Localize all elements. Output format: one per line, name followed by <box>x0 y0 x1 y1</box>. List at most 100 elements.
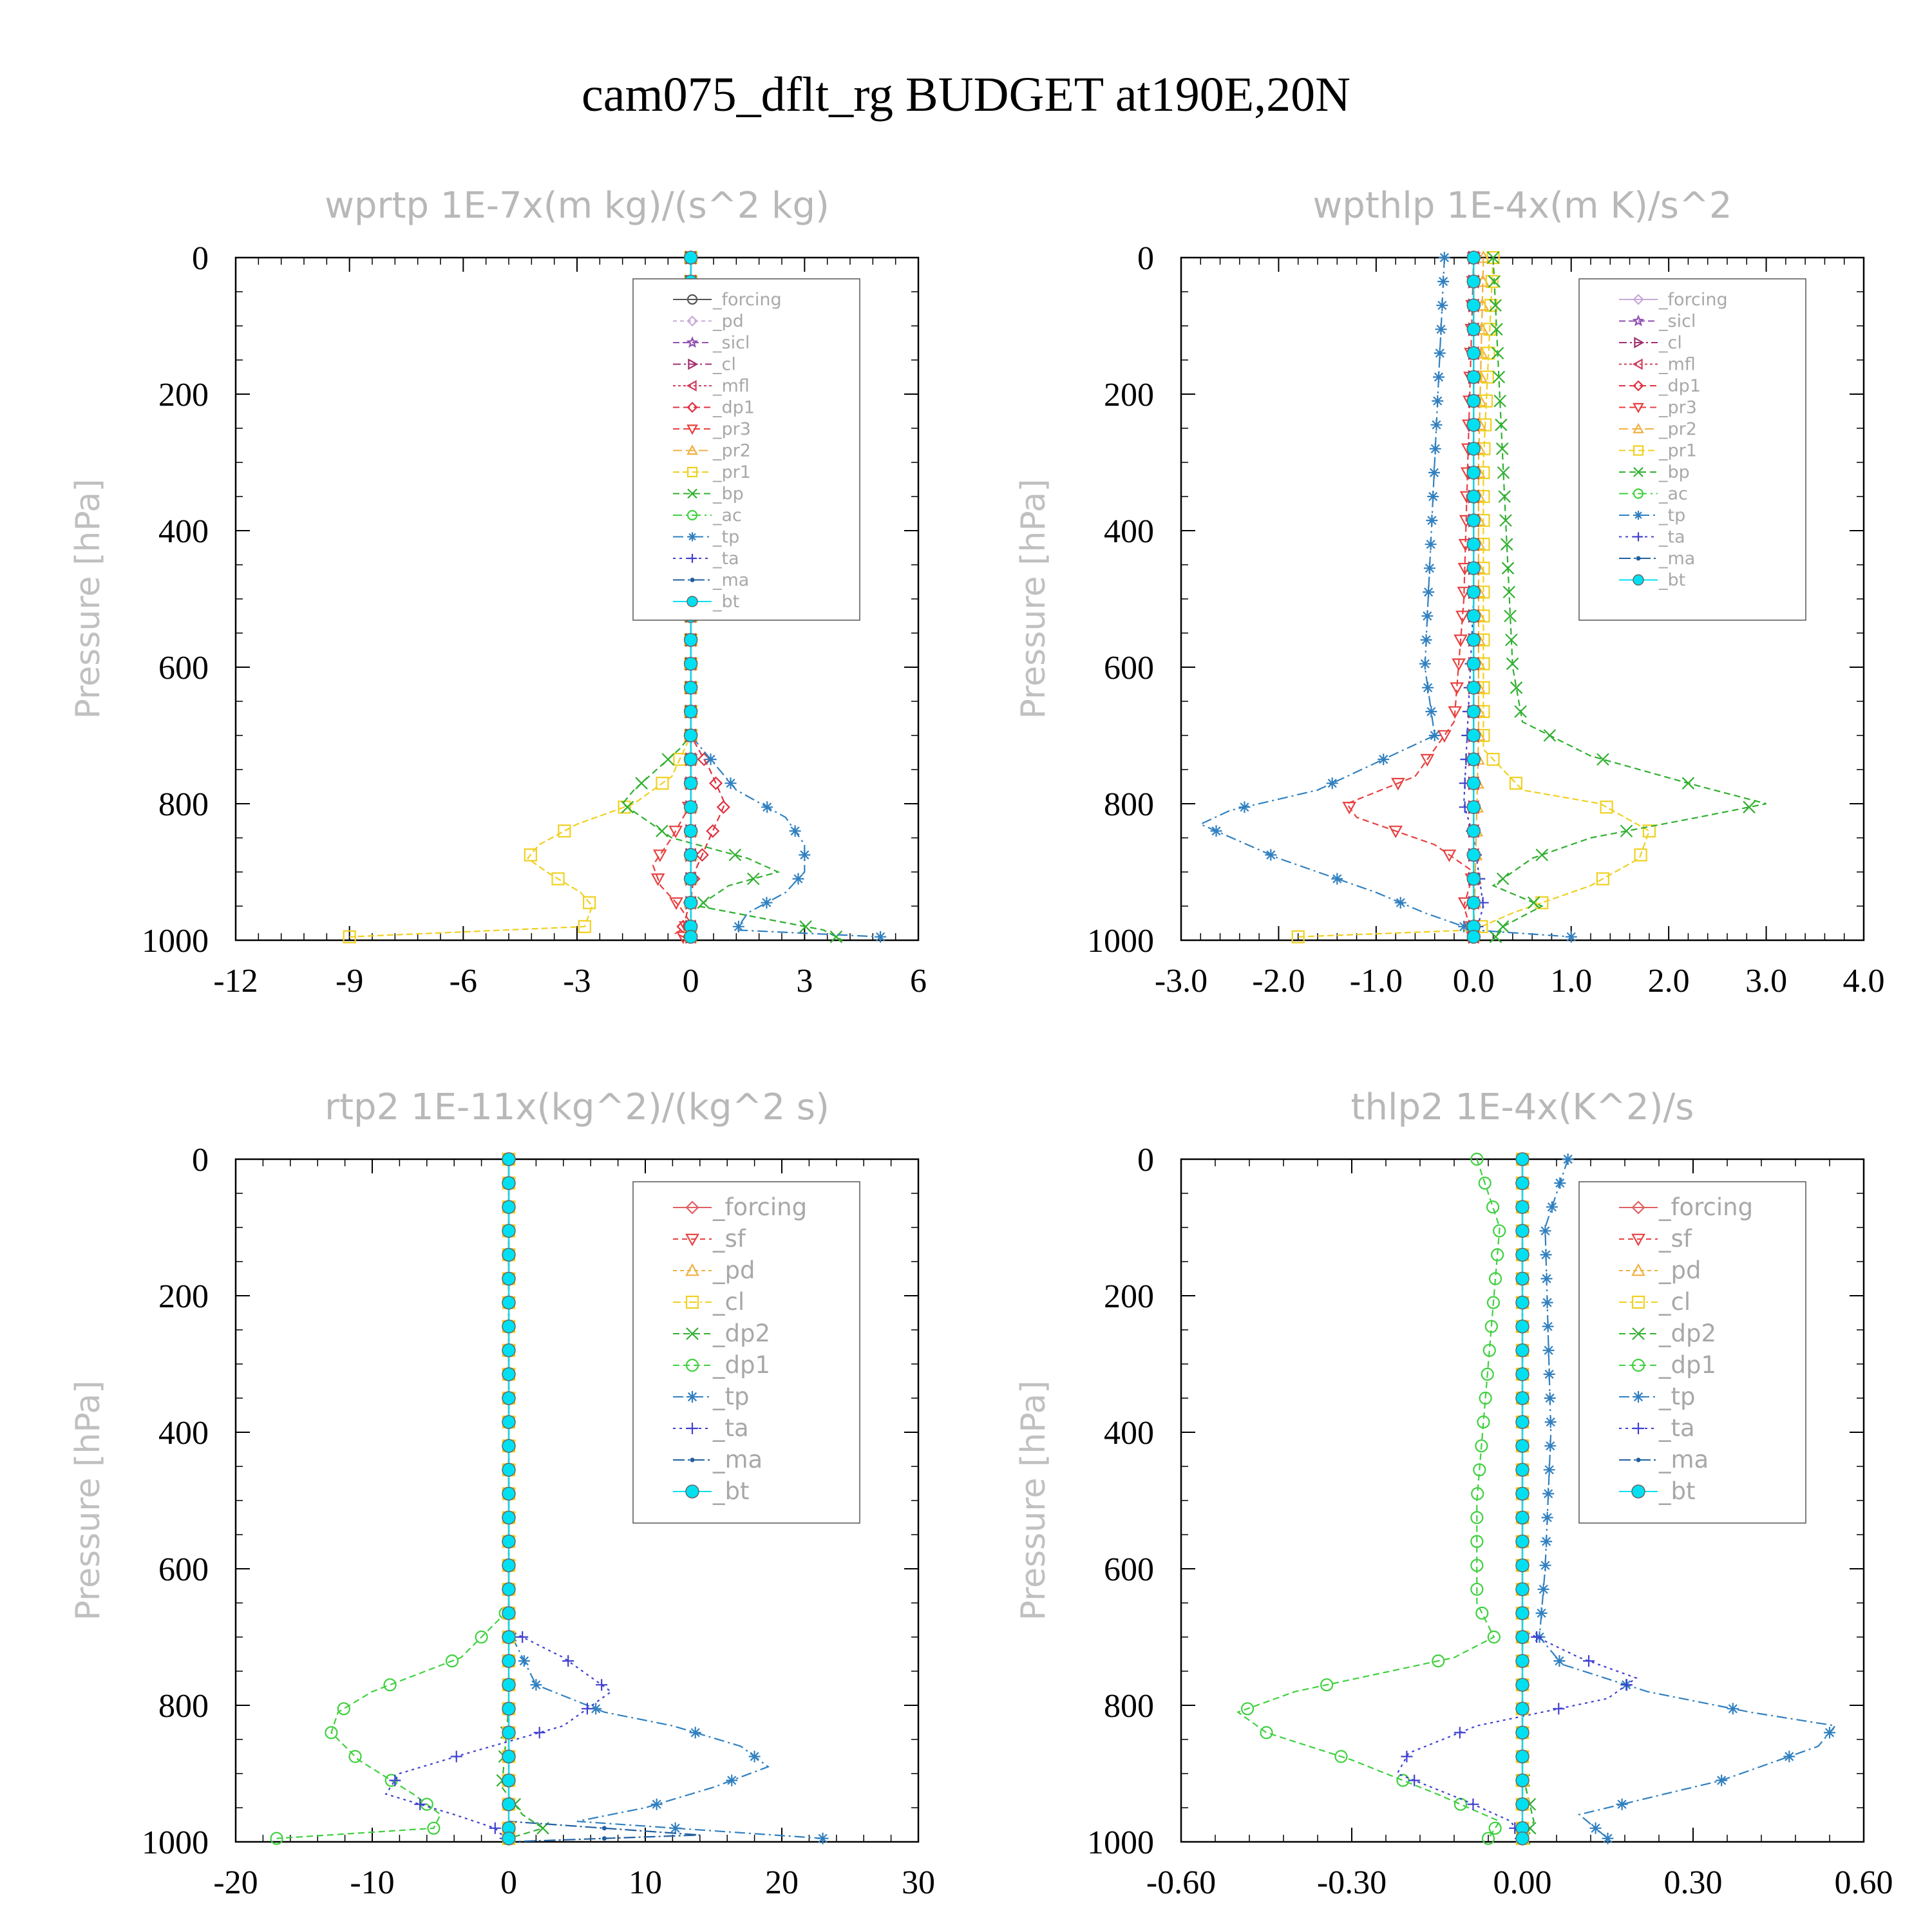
legend-entry: _pr2 <box>1619 419 1697 439</box>
legend-label: _pr1 <box>1658 441 1697 461</box>
data-point <box>1515 1606 1530 1620</box>
legend-entry: _forcing <box>1619 290 1728 310</box>
data-point <box>524 848 537 862</box>
data-point <box>1466 705 1481 719</box>
data-point <box>1466 274 1481 289</box>
data-point <box>656 777 669 790</box>
legend-marker <box>1633 402 1644 413</box>
legend-entry: _pr1 <box>673 462 751 482</box>
legend-marker <box>688 554 697 563</box>
legend-entry: _ta <box>673 549 739 569</box>
panel-title: wprtp 1E-7x(m kg)/(s^2 kg) <box>325 185 829 227</box>
data-point <box>1515 1534 1530 1549</box>
series-line <box>1298 257 1651 938</box>
x-tick-label: 20 <box>765 1864 799 1901</box>
data-point <box>1419 658 1431 670</box>
data-point <box>601 1826 607 1831</box>
data-point <box>1515 1319 1530 1334</box>
legend-label: _pr1 <box>712 462 751 482</box>
data-point <box>450 1750 462 1763</box>
data-point <box>799 920 812 933</box>
legend-marker <box>1632 1327 1645 1340</box>
legend-marker <box>688 358 699 370</box>
data-point <box>1473 1463 1486 1477</box>
data-point <box>502 1486 516 1501</box>
y-tick-label: 200 <box>1104 377 1154 413</box>
data-point <box>1499 514 1512 527</box>
data-point <box>502 1295 516 1310</box>
data-point <box>1466 848 1481 862</box>
data-point <box>1506 657 1519 670</box>
data-point <box>1486 1200 1500 1214</box>
y-tick-label: 400 <box>158 513 209 550</box>
data-point <box>1482 1343 1496 1357</box>
data-point <box>1495 418 1508 431</box>
legend-label: _ta <box>712 549 739 569</box>
legend-label: _ta <box>1658 527 1685 547</box>
legend-entry: _tp <box>673 527 739 547</box>
data-point <box>1210 825 1222 837</box>
data-point <box>1466 346 1481 361</box>
data-point <box>1487 1630 1501 1644</box>
data-point <box>1497 466 1510 479</box>
x-tick-label: 2.0 <box>1648 963 1690 999</box>
legend-label: _pd <box>1658 1256 1701 1284</box>
legend-label: _tp <box>712 527 739 547</box>
data-point <box>1515 1295 1530 1310</box>
legend-label: _dp1 <box>1658 1351 1716 1379</box>
data-point <box>792 873 804 885</box>
legend-entry: _tp <box>1619 1383 1696 1410</box>
x-tick-label: 0.30 <box>1664 1864 1723 1901</box>
data-point <box>1482 346 1495 360</box>
data-point <box>1391 777 1405 791</box>
series-bt <box>502 1152 516 1846</box>
data-point <box>1535 896 1549 909</box>
data-point <box>1500 538 1513 551</box>
data-point <box>1515 1582 1530 1596</box>
legend-marker <box>1633 467 1643 477</box>
x-tick-label: 30 <box>902 1864 935 1901</box>
data-point <box>1543 1464 1555 1476</box>
series-pr3 <box>1342 252 1481 944</box>
data-point <box>1342 801 1357 815</box>
data-point <box>1543 1368 1555 1380</box>
data-point <box>1466 752 1481 766</box>
data-point <box>581 1703 593 1715</box>
legend-label: _pd <box>712 1256 755 1284</box>
data-point <box>325 1726 338 1739</box>
data-point <box>1554 1177 1566 1189</box>
data-point <box>1452 658 1466 671</box>
x-tick-label: 0.00 <box>1493 1864 1552 1901</box>
series-bp <box>1486 251 1766 943</box>
legend-entry: _pd <box>673 1256 755 1284</box>
y-tick-label: 1000 <box>1087 923 1154 960</box>
x-tick-label: 3 <box>796 963 813 999</box>
legend-label: _ma <box>712 571 749 591</box>
legend-entry: _ta <box>673 1414 749 1442</box>
data-point <box>596 1679 608 1691</box>
data-point <box>1539 1559 1551 1571</box>
legend-entry: _dp1 <box>673 1351 770 1379</box>
data-point <box>558 824 571 838</box>
series-line <box>652 258 692 942</box>
x-tick-label: -3 <box>563 963 591 999</box>
legend-marker <box>1633 488 1644 499</box>
y-tick-label: 600 <box>1104 1551 1154 1588</box>
legend-marker <box>685 1233 699 1247</box>
data-point <box>1539 1225 1551 1237</box>
y-tick-label: 200 <box>1104 1278 1154 1315</box>
data-point <box>1430 419 1443 431</box>
data-point <box>578 920 591 933</box>
data-point <box>1454 634 1468 647</box>
data-point <box>1240 1702 1255 1716</box>
data-point <box>1515 1510 1530 1525</box>
x-tick-label: 1.0 <box>1550 963 1592 999</box>
series-line <box>276 1159 510 1839</box>
legend-marker <box>1631 1233 1645 1247</box>
data-point <box>1495 442 1509 455</box>
data-point <box>683 251 698 265</box>
data-point <box>706 824 720 838</box>
data-point <box>1491 346 1504 360</box>
series-dp1 <box>270 1152 516 1845</box>
data-point <box>445 1654 459 1668</box>
